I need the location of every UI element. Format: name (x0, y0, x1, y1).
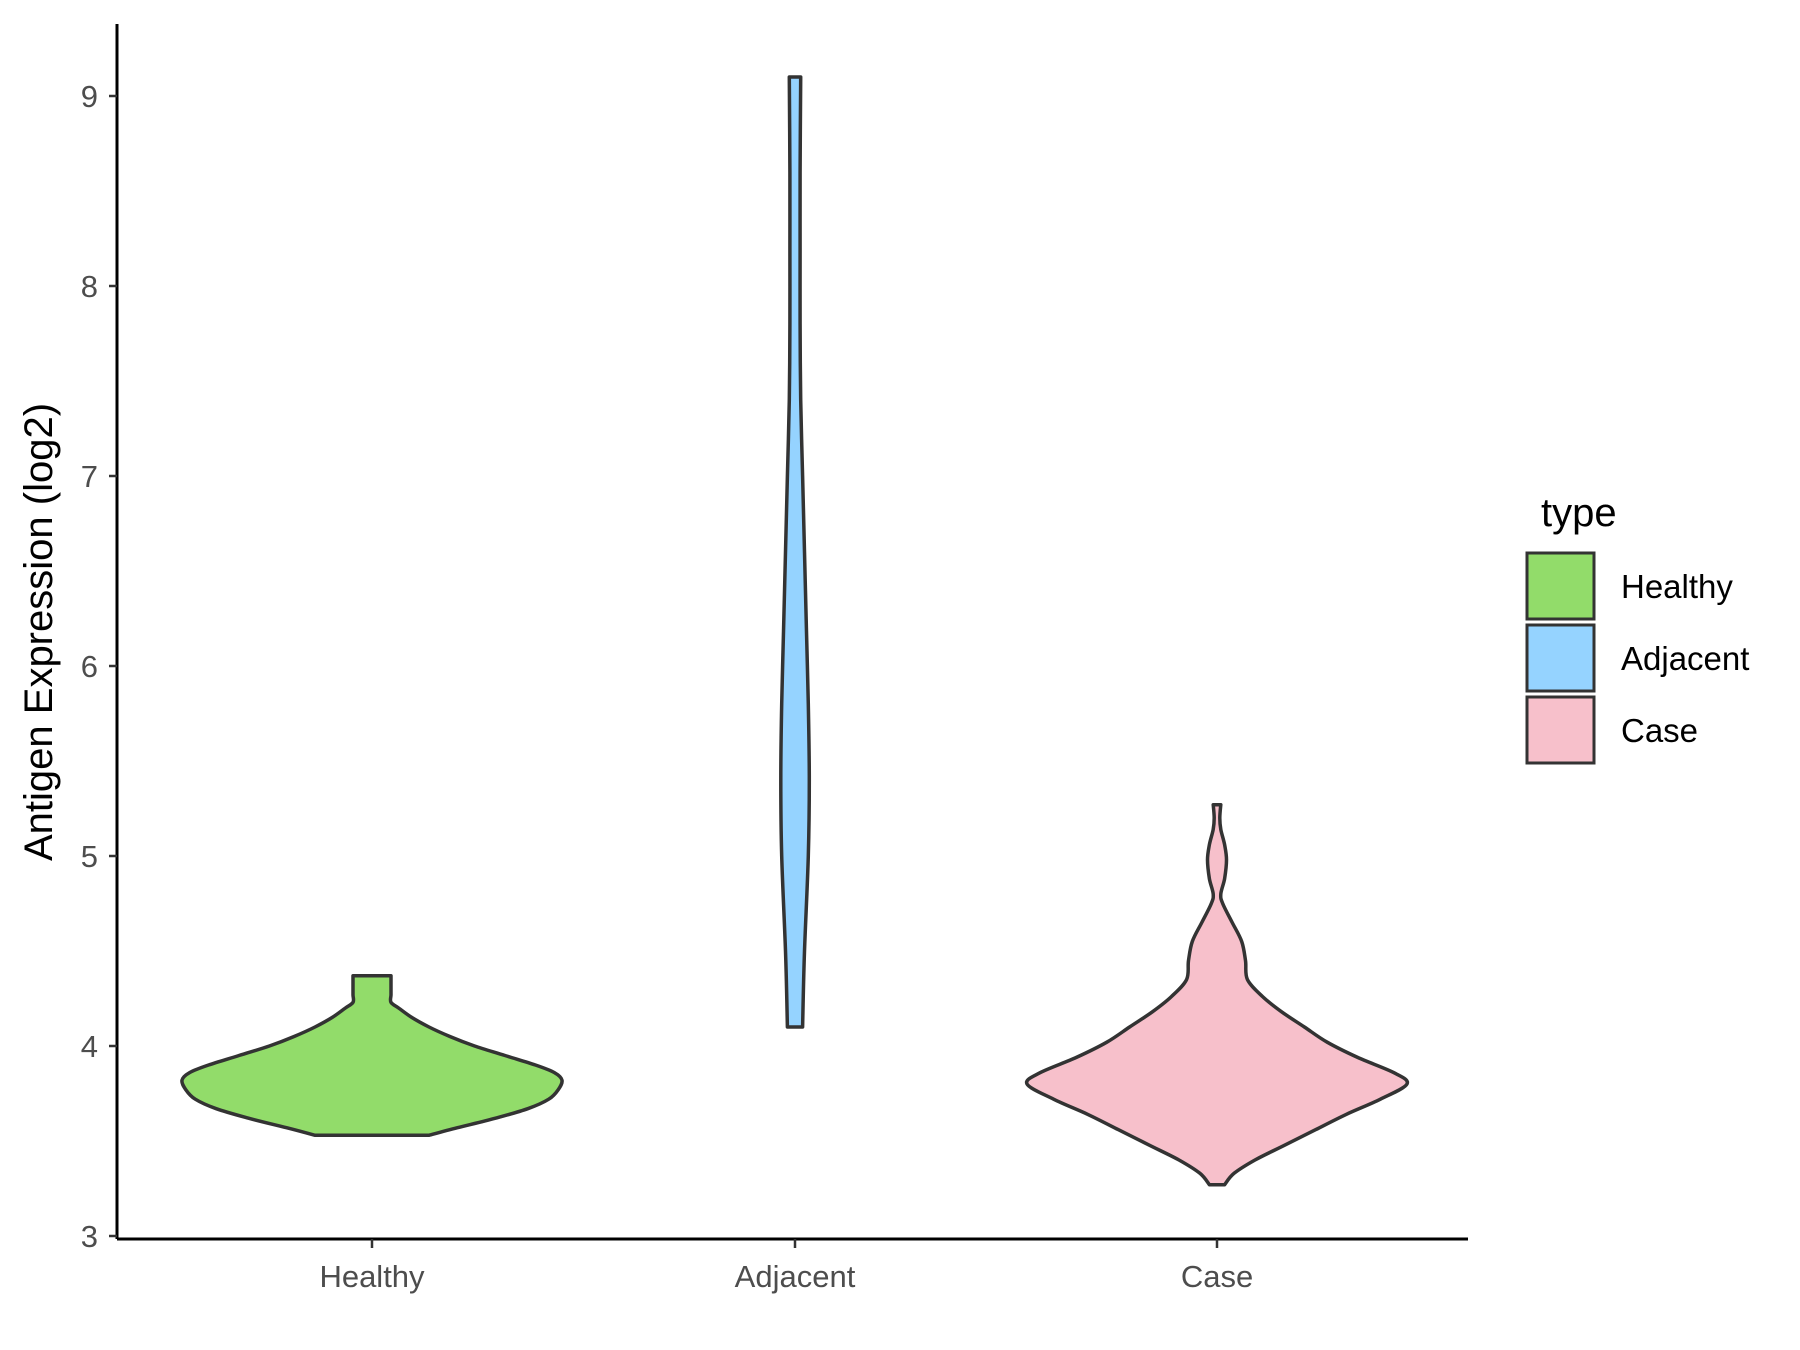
legend: type Healthy Adjacent Case (1525, 491, 1749, 765)
violin-case (1024, 802, 1410, 1187)
legend-label-case: Case (1621, 712, 1698, 749)
x-tick-label: Healthy (319, 1259, 425, 1294)
legend-key-adjacent (1525, 623, 1596, 693)
x-axis-ticks: Healthy Adjacent Case (319, 1239, 1253, 1294)
y-tick-label: 9 (81, 79, 98, 114)
x-tick-label: Case (1181, 1259, 1253, 1294)
y-axis-ticks: 3 4 5 6 7 8 9 (81, 79, 117, 1254)
violin-layer (180, 75, 1410, 1187)
legend-label-healthy: Healthy (1621, 568, 1733, 605)
y-tick-label: 3 (81, 1219, 98, 1254)
legend-key-healthy (1525, 551, 1596, 621)
x-tick-label: Adjacent (735, 1259, 856, 1294)
legend-title: type (1541, 491, 1617, 535)
y-axis-title: Antigen Expression (log2) (17, 403, 61, 861)
y-tick-label: 7 (81, 459, 98, 494)
y-tick-label: 5 (81, 839, 98, 874)
y-tick-label: 6 (81, 649, 98, 684)
violin-adjacent (779, 75, 812, 1029)
y-tick-label: 4 (81, 1029, 98, 1064)
y-tick-label: 8 (81, 269, 98, 304)
legend-key-case (1525, 695, 1596, 765)
legend-label-adjacent: Adjacent (1621, 640, 1749, 677)
violin-healthy (180, 973, 564, 1138)
